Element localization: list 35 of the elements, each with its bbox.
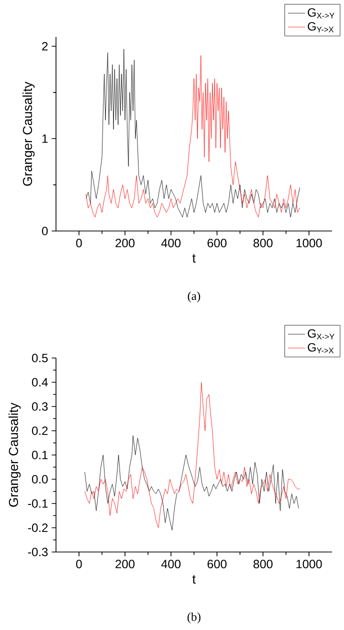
x-axis-title: t xyxy=(192,575,196,584)
x-tick-label: 1000 xyxy=(296,560,322,568)
legend-label: G$_{X->Y}$ xyxy=(308,329,334,340)
y-tick-label: 0.3 xyxy=(32,402,48,411)
x-tick-label: 600 xyxy=(208,560,227,568)
text: (b) xyxy=(188,612,200,624)
y-tick-label: -0.1 xyxy=(28,499,48,508)
y-tick-label: 0.4 xyxy=(32,378,48,386)
y-tick-label: 0.0 xyxy=(32,475,48,484)
y-tick-label: 1 xyxy=(42,134,48,143)
x-axis-title: t xyxy=(192,254,196,263)
y-tick-label: 0.5 xyxy=(32,354,48,362)
x-tick-label: 0 xyxy=(76,238,82,248)
legend-label: G$_{Y->X}$ xyxy=(308,22,334,32)
x-tick-label: 400 xyxy=(161,560,181,568)
y-tick-label: -0.2 xyxy=(28,524,48,532)
legend-label: G$_{X->Y}$ xyxy=(308,8,334,18)
x-tick-label: 1000 xyxy=(296,238,322,248)
y-axis-title: Granger Causality xyxy=(22,82,35,186)
x-tick-label: 600 xyxy=(208,238,227,248)
y-tick-label: 0.1 xyxy=(32,450,48,460)
y-tick-label: 2 xyxy=(42,42,48,50)
x-tick-label: 800 xyxy=(254,560,273,568)
x-tick-label: 400 xyxy=(161,238,181,248)
x-tick-label: 200 xyxy=(116,560,135,568)
text: (a) xyxy=(188,292,200,302)
legend-label: G$_{Y->X}$ xyxy=(308,343,334,354)
y-axis-title: Granger Causality xyxy=(8,402,21,507)
x-tick-label: 800 xyxy=(254,238,273,248)
y-tick-label: -0.3 xyxy=(28,548,48,556)
y-tick-label: 0 xyxy=(42,226,48,236)
line-series xyxy=(84,435,299,530)
x-tick-label: 200 xyxy=(116,238,135,248)
x-tick-label: 0 xyxy=(76,560,82,568)
y-tick-label: 0.2 xyxy=(32,426,48,435)
